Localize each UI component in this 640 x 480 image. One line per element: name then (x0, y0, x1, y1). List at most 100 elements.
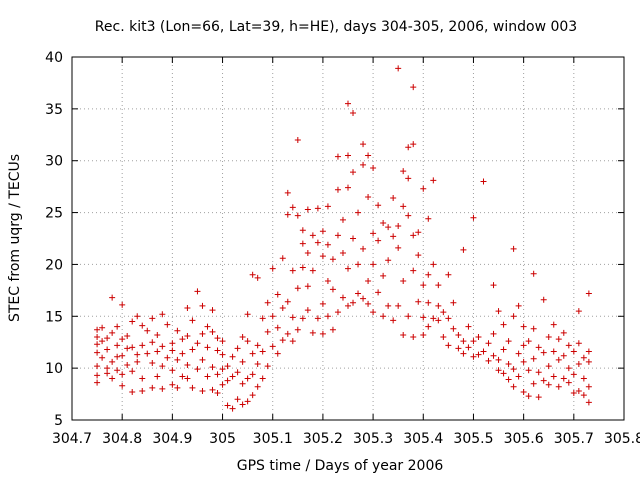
data-point (365, 278, 372, 285)
data-point (485, 340, 492, 347)
data-point (445, 271, 452, 278)
data-point (289, 314, 296, 321)
data-point (440, 334, 447, 341)
data-point (475, 351, 482, 358)
data-point (480, 348, 487, 355)
data-point (169, 347, 176, 354)
data-point (184, 362, 191, 369)
data-point (294, 136, 301, 143)
data-point (585, 358, 592, 365)
data-point (535, 344, 542, 351)
data-point (234, 396, 241, 403)
data-point (345, 265, 351, 272)
data-point (520, 358, 527, 365)
data-point (435, 282, 442, 289)
data-point (400, 331, 407, 338)
data-point (350, 299, 357, 306)
data-point (445, 315, 452, 322)
data-point (124, 362, 131, 369)
data-point (239, 334, 246, 341)
data-point (540, 296, 547, 303)
data-point (304, 283, 311, 290)
data-point (269, 265, 276, 272)
data-point (435, 302, 442, 309)
data-point (214, 347, 221, 354)
data-point (530, 325, 537, 332)
data-point (560, 375, 567, 382)
data-point (94, 334, 101, 341)
data-point (355, 261, 362, 268)
data-point (149, 384, 156, 391)
data-point (254, 383, 261, 390)
y-tick-label: 10 (45, 361, 63, 377)
data-point (410, 84, 417, 91)
data-point (425, 215, 432, 222)
data-point (415, 252, 422, 259)
data-point (380, 313, 387, 320)
data-point (219, 366, 226, 373)
x-tick-label: 305.1 (253, 431, 293, 447)
data-point (159, 343, 166, 350)
data-point (194, 340, 201, 347)
data-point (465, 323, 472, 330)
data-point (420, 185, 427, 192)
data-point (139, 322, 146, 329)
data-point (264, 363, 271, 370)
data-point (234, 345, 241, 352)
data-point (455, 345, 462, 352)
x-tick-label: 305 (209, 431, 236, 447)
data-point (329, 326, 336, 333)
x-axis-label: GPS time / Days of year 2006 (237, 458, 444, 474)
data-point (184, 375, 191, 382)
data-point (294, 326, 301, 333)
data-point (229, 353, 236, 360)
data-point (410, 141, 417, 148)
data-point (355, 209, 362, 216)
data-point (284, 211, 291, 218)
data-point (370, 261, 377, 268)
data-point (324, 241, 331, 248)
data-point (380, 219, 387, 226)
data-point (134, 313, 141, 320)
data-point (405, 144, 412, 151)
data-point (525, 338, 532, 345)
data-point (425, 323, 432, 330)
data-point (139, 387, 146, 394)
y-tick-label: 35 (45, 102, 63, 118)
data-point (184, 332, 191, 339)
y-tick-label: 20 (45, 257, 63, 273)
data-point (254, 274, 261, 281)
data-point (119, 352, 126, 359)
data-point (124, 345, 131, 352)
data-point (259, 375, 266, 382)
data-point (134, 351, 141, 358)
data-point (420, 331, 427, 338)
data-point (199, 330, 206, 337)
data-point (500, 346, 507, 353)
data-point (324, 278, 331, 285)
chart-title: Rec. kit3 (Lon=66, Lat=39, h=HE), days 3… (95, 19, 577, 35)
data-point (430, 177, 437, 184)
data-point (540, 377, 547, 384)
data-point (580, 375, 587, 382)
data-point (154, 331, 161, 338)
data-point (560, 329, 567, 336)
x-tick-label: 305.8 (604, 431, 640, 447)
data-point (350, 169, 357, 176)
data-point (119, 336, 126, 343)
data-point (515, 302, 522, 309)
data-point (460, 350, 467, 357)
points-layer (94, 65, 592, 412)
data-point (555, 356, 562, 363)
plot-frame (71, 56, 625, 421)
data-point (304, 307, 311, 314)
data-point (545, 381, 552, 388)
data-point (400, 168, 407, 175)
data-point (99, 354, 106, 361)
data-point (224, 363, 231, 370)
data-point (284, 298, 291, 305)
data-point (314, 205, 321, 212)
data-point (415, 229, 422, 236)
data-point (194, 288, 201, 295)
data-point (530, 355, 537, 362)
